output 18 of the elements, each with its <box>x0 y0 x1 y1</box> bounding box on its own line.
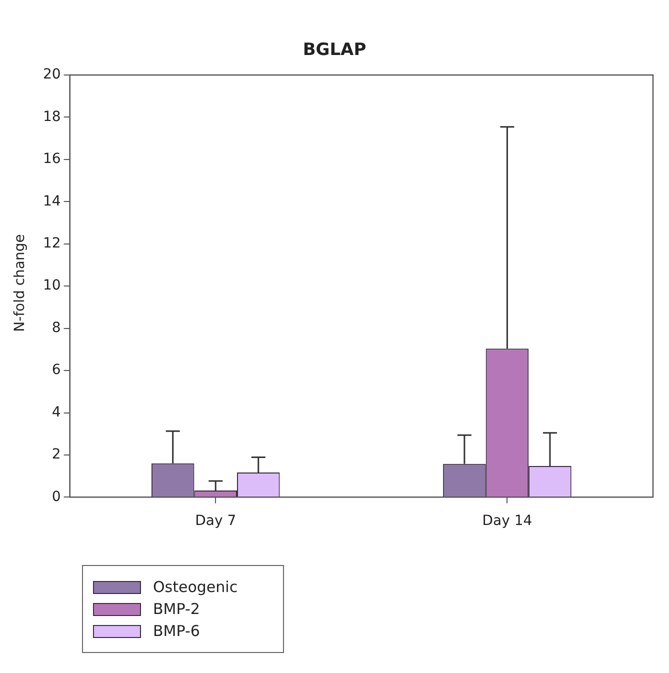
y-tick-label: 12 <box>42 236 61 252</box>
y-tick-label: 14 <box>42 193 61 210</box>
y-axis-title: N-fold change <box>12 233 28 334</box>
legend-label: BMP-2 <box>153 600 200 618</box>
y-tick-label: 0 <box>52 488 61 505</box>
chart-title: BGLAP <box>302 40 368 60</box>
legend-label: BMP-6 <box>153 622 200 640</box>
y-tick-label: 16 <box>42 151 61 168</box>
y-tick-label: 4 <box>52 404 61 420</box>
y-tick-label: 2 <box>52 446 61 463</box>
y-tick-label: 8 <box>52 320 61 336</box>
legend-label: Osteogenic <box>153 578 238 596</box>
y-tick-label: 20 <box>42 66 61 83</box>
x-tick-label: Day 14 <box>482 513 532 530</box>
y-tick-label: 6 <box>52 362 61 378</box>
y-tick-label: 10 <box>42 278 61 294</box>
y-tick-label: 18 <box>42 108 61 125</box>
x-tick-label: Day 7 <box>195 513 236 530</box>
